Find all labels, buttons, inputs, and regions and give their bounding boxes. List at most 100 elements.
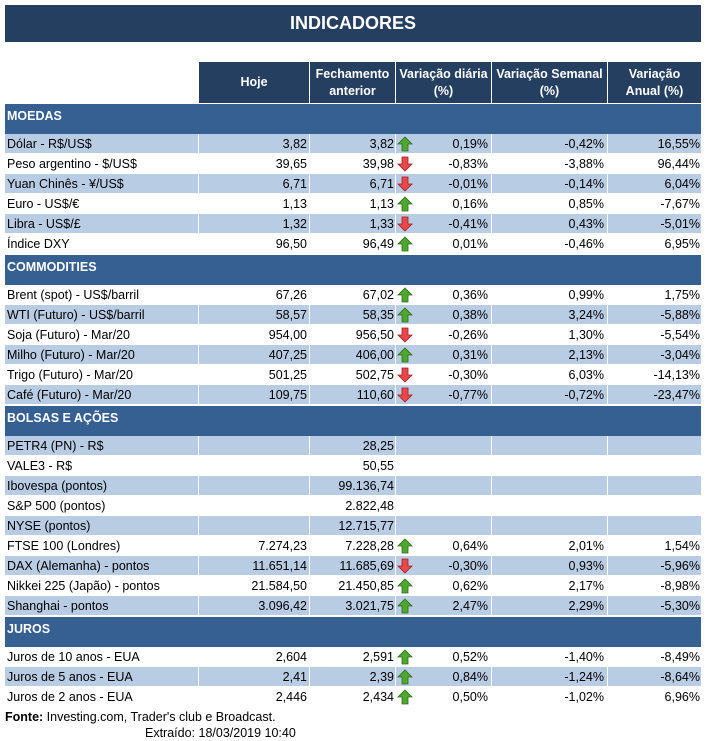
value-hoje: 2,41 [199, 667, 310, 686]
value-fechamento: 956,50 [310, 325, 396, 344]
value-fechamento: 67,02 [310, 285, 396, 304]
value-var-diaria: -0,01% [448, 177, 488, 191]
header-empty [5, 62, 199, 103]
value-hoje: 96,50 [199, 234, 310, 253]
value-fechamento: 3.021,75 [310, 596, 396, 615]
value-var-semanal: -3,88% [492, 154, 608, 173]
value-var-semanal [492, 496, 608, 515]
value-var-diaria: -0,83% [448, 157, 488, 171]
source-line: Fonte: Investing.com, Trader's club e Br… [5, 709, 701, 725]
value-var-diaria-cell: 0,64% [396, 536, 492, 555]
table-row: WTI (Futuro) - US$/barril 58,57 58,35 0,38%… [5, 305, 701, 325]
value-var-anual: -8,64% [608, 667, 701, 686]
source-label: Fonte: [5, 710, 44, 724]
row-label: PETR4 (PN) - R$ [5, 436, 199, 455]
value-var-diaria: 0,36% [452, 288, 488, 302]
value-hoje: 11.651,14 [199, 556, 310, 575]
value-var-diaria-cell: -0,01% [396, 174, 492, 193]
value-var-diaria: 0,50% [452, 690, 488, 704]
value-var-anual: -7,67% [660, 197, 700, 211]
value-fechamento: 11.685,69 [310, 556, 396, 575]
row-label: Índice DXY [5, 234, 199, 253]
column-headers: Hoje Fechamento anterior Variação diária… [5, 62, 701, 103]
value-var-anual [608, 516, 701, 535]
header-hoje: Hoje [199, 62, 310, 103]
value-fechamento: 50,55 [310, 456, 396, 475]
value-var-diaria-cell: -0,30% [396, 365, 492, 384]
arrow-down-icon [397, 176, 413, 192]
value-var-diaria: 2,47% [452, 599, 488, 613]
value-fechamento: 96,49 [310, 234, 396, 253]
row-label: Milho (Futuro) - Mar/20 [5, 345, 199, 364]
table-body: MOEDAS Dólar - R$/US$ 3,82 3,82 0,19% -0,42% 1… [5, 103, 701, 707]
value-var-diaria-cell: 0,52% [396, 647, 492, 666]
value-var-anual: 16,55% [608, 134, 701, 153]
header-var-diaria: Variação diária (%) [396, 62, 492, 103]
value-var-anual: -5,88% [608, 305, 701, 324]
value-fechamento: 28,25 [310, 436, 396, 455]
table-row: Juros de 2 anos - EUA 2,446 2,434 0,50% -1,0… [5, 687, 701, 707]
table-row: NYSE (pontos) 12.715,77 [5, 516, 701, 536]
value-fechamento: 1,33 [310, 214, 396, 233]
value-hoje [199, 476, 310, 495]
value-var-semanal: 0,85% [492, 194, 608, 213]
value-hoje [199, 496, 310, 515]
value-var-semanal: 0,93% [492, 556, 608, 575]
row-label: Trigo (Futuro) - Mar/20 [5, 365, 199, 384]
value-hoje: 3.096,42 [199, 596, 310, 615]
arrow-down-icon [397, 327, 413, 343]
value-var-semanal: -0,42% [492, 134, 608, 153]
value-var-diaria-cell: 2,47% [396, 596, 492, 615]
table-row: Milho (Futuro) - Mar/20 407,25 406,00 0,31%… [5, 345, 701, 365]
value-var-anual [608, 496, 701, 515]
value-var-diaria-cell [396, 436, 492, 455]
extracted-timestamp: Extraído: 18/03/2019 10:40 [145, 726, 296, 740]
value-var-diaria-cell [396, 476, 492, 495]
value-fechamento: 12.715,77 [310, 516, 396, 535]
arrow-up-icon [397, 669, 413, 685]
value-var-diaria-cell [396, 456, 492, 475]
table-row: Juros de 10 anos - EUA 2,604 2,591 0,52% -1,… [5, 647, 701, 667]
value-var-anual [608, 476, 701, 495]
value-hoje [199, 456, 310, 475]
row-label: Juros de 2 anos - EUA [5, 687, 199, 706]
value-var-diaria: -0,77% [448, 388, 488, 402]
table-row: Juros de 5 anos - EUA 2,41 2,39 0,84% -1,24%… [5, 667, 701, 687]
row-label: Juros de 10 anos - EUA [5, 647, 199, 666]
value-var-diaria-cell: -0,83% [396, 154, 492, 173]
table-row: Café (Futuro) - Mar/20 109,75 110,60 -0,77%… [5, 385, 701, 405]
table-row: PETR4 (PN) - R$ 28,25 [5, 436, 701, 456]
value-fechamento: 6,71 [310, 174, 396, 193]
value-var-diaria: -0,30% [448, 368, 488, 382]
table-title: INDICADORES [5, 5, 701, 42]
row-label: Euro - US$/€ [5, 194, 199, 213]
value-var-diaria-cell: -0,26% [396, 325, 492, 344]
table-row: Dólar - R$/US$ 3,82 3,82 0,19% -0,42% 16,55% [5, 134, 701, 154]
value-hoje: 58,57 [199, 305, 310, 324]
row-label: S&P 500 (pontos) [5, 496, 199, 515]
value-hoje: 109,75 [199, 385, 310, 404]
arrow-down-icon [397, 558, 413, 574]
table-row: Brent (spot) - US$/barril 67,26 67,02 0,36%… [5, 285, 701, 305]
value-var-diaria: -0,26% [448, 328, 488, 342]
value-var-diaria-cell: 0,50% [396, 687, 492, 706]
value-fechamento: 2,39 [310, 667, 396, 686]
value-var-semanal: 6,03% [492, 365, 608, 384]
value-var-diaria: 0,19% [452, 137, 488, 151]
value-var-diaria: 0,84% [452, 670, 488, 684]
value-hoje [199, 516, 310, 535]
section-header: JUROS [5, 616, 701, 647]
row-label: Ibovespa (pontos) [5, 476, 199, 495]
value-fechamento: 3,82 [310, 134, 396, 153]
row-label: Juros de 5 anos - EUA [5, 667, 199, 686]
value-fechamento: 406,00 [310, 345, 396, 364]
section-header: BOLSAS E AÇÕES [5, 405, 701, 436]
row-label: Shanghai - pontos [5, 596, 199, 615]
table-row: Nikkei 225 (Japão) - pontos 21.584,50 21.4… [5, 576, 701, 596]
value-hoje: 1,32 [199, 214, 310, 233]
arrow-down-icon [397, 387, 413, 403]
table-row: DAX (Alemanha) - pontos 11.651,14 11.685,6… [5, 556, 701, 576]
value-hoje: 501,25 [199, 365, 310, 384]
arrow-up-icon [397, 689, 413, 705]
table-row: VALE3 - R$ 50,55 [5, 456, 701, 476]
